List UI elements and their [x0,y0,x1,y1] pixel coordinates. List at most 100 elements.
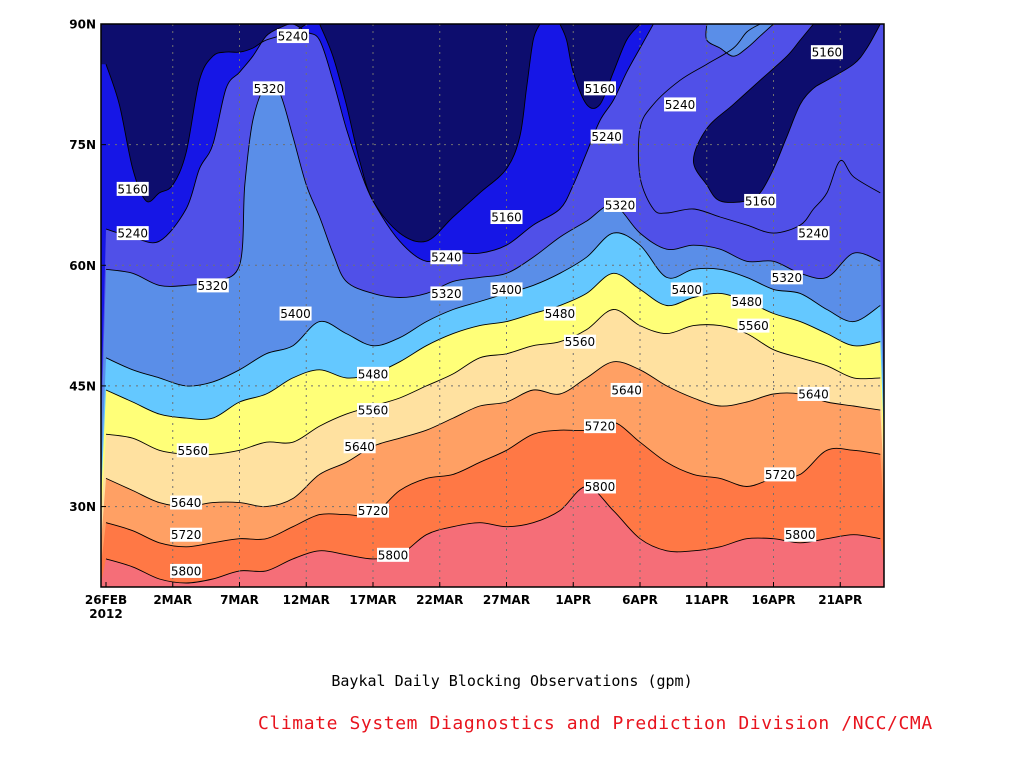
contour-line-5240 [105,24,654,263]
contour-pocket-below-5160 [559,24,640,109]
contour-label: 5720 [357,503,389,518]
contour-label-text: 5640 [171,496,202,510]
contour-label-bg [176,443,209,458]
contour-band-5720 [101,421,884,587]
contour-label-text: 5560 [565,335,596,349]
contour-label-bg [490,282,523,297]
plot-frame [100,23,885,588]
contour-labels: 5160 5240 5240 5320 5320 5400 5480 5560 5640 5720… [116,29,843,578]
contour-label: 5320 [252,81,285,96]
contour-band-5800 [101,486,884,587]
contour-label-bg [430,286,463,301]
contour-label: 5400 [670,282,703,297]
contour-label: 5240 [664,97,697,112]
contour-label-text: 5160 [585,82,616,96]
x-tick-label: 17MAR [349,593,396,607]
contour-label: 5560 [357,403,389,418]
contour-line-5400 [105,232,881,387]
contour-label-bg [670,282,703,297]
contour-label-bg [797,386,830,401]
contour-label-text: 5320 [431,287,462,301]
contour-label-bg [583,81,616,96]
contour-label-text: 5160 [745,194,776,208]
contour-label-bg [116,226,149,241]
x-tick-label: 22MAR [416,593,463,607]
contour-label-text: 5720 [358,504,389,518]
contour-label-text: 5320 [605,198,636,212]
contour-label-bg [430,250,463,265]
contour-line-5720 [105,421,881,548]
y-axis: 30N 45N 60N 75N 90N [69,18,106,514]
contour-label-bg [377,547,410,562]
contour-label: 5800 [784,527,817,542]
contour-label-bg [583,479,616,494]
contour-label-text: 5800 [171,564,202,578]
contour-label-bg [764,467,797,482]
x-tick-label: 6APR [622,593,658,607]
contour-label: 5240 [797,226,830,241]
y-tick-label: 75N [69,138,96,152]
x-tick-label: 11APR [685,593,729,607]
contour-label: 5240 [430,250,463,265]
contour-label-text: 5800 [378,548,409,562]
contour-label: 5640 [343,439,376,454]
contour-label-bg [563,334,596,349]
contour-label-text: 5400 [491,283,522,297]
contour-label: 5560 [176,443,209,458]
contour-label-text: 5160 [491,211,522,225]
credit-text: Climate System Diagnostics and Predictio… [258,713,933,734]
contour-label-bg [252,81,285,96]
contour-label-bg [797,226,830,241]
x-tick-label: 21APR [818,593,862,607]
contour-line-5560 [105,309,881,456]
contour-label: 5640 [610,382,643,397]
contour-label-bg [590,129,623,144]
contour-label-bg [610,382,643,397]
contour-label: 5160 [490,210,523,225]
x-tick-label: 2MAR [153,593,192,607]
contour-label-bg [730,294,763,309]
contour-label-text: 5640 [344,440,375,454]
contour-label-text: 5400 [280,307,311,321]
contour-label: 5560 [563,334,596,349]
contour-label: 5480 [543,306,576,321]
contour-fills [101,24,884,587]
contour-line-5640 [105,361,881,508]
contour-label-bg [196,278,229,293]
contour-label-text: 5240 [591,130,622,144]
contour-label: 5320 [430,286,463,301]
contour-pocket-below-5160 [101,24,307,202]
contour-label-bg [343,439,376,454]
contour-label-text: 5640 [611,383,642,397]
contour-line-5240 [705,24,774,57]
contour-label-text: 5800 [585,480,616,494]
contour-label-text: 5560 [738,319,769,333]
contour-label-bg [664,97,697,112]
y-tick-label: 45N [69,379,96,393]
contour-label: 5640 [170,495,203,510]
y-tick-label: 60N [69,259,96,273]
contour-label: 5320 [603,197,636,212]
contour-label-text: 5720 [765,468,796,482]
contour-label-text: 5320 [198,279,229,293]
contour-label: 5240 [276,29,309,44]
contour-label-text: 5640 [798,387,829,401]
contour-label-bg [279,306,312,321]
contour-label-bg [737,318,770,333]
contour-label: 5640 [797,386,830,401]
contour-label-bg [357,366,389,381]
contour-label-bg [490,210,523,225]
contour-line-5160 [105,24,307,203]
x-tick-label: 26FEB [85,593,127,607]
contour-label-text: 5240 [278,30,309,44]
contour-label-text: 5240 [117,227,148,241]
chart-caption: Baykal Daily Blocking Observations (gpm) [331,672,693,690]
contour-label: 5480 [730,294,763,309]
contour-label-text: 5160 [117,182,148,196]
contour-label-text: 5400 [671,283,702,297]
contour-label: 5720 [170,527,203,542]
contour-label: 5560 [737,318,770,333]
contour-label: 5800 [583,479,616,494]
x-tick-label: 12MAR [283,593,330,607]
